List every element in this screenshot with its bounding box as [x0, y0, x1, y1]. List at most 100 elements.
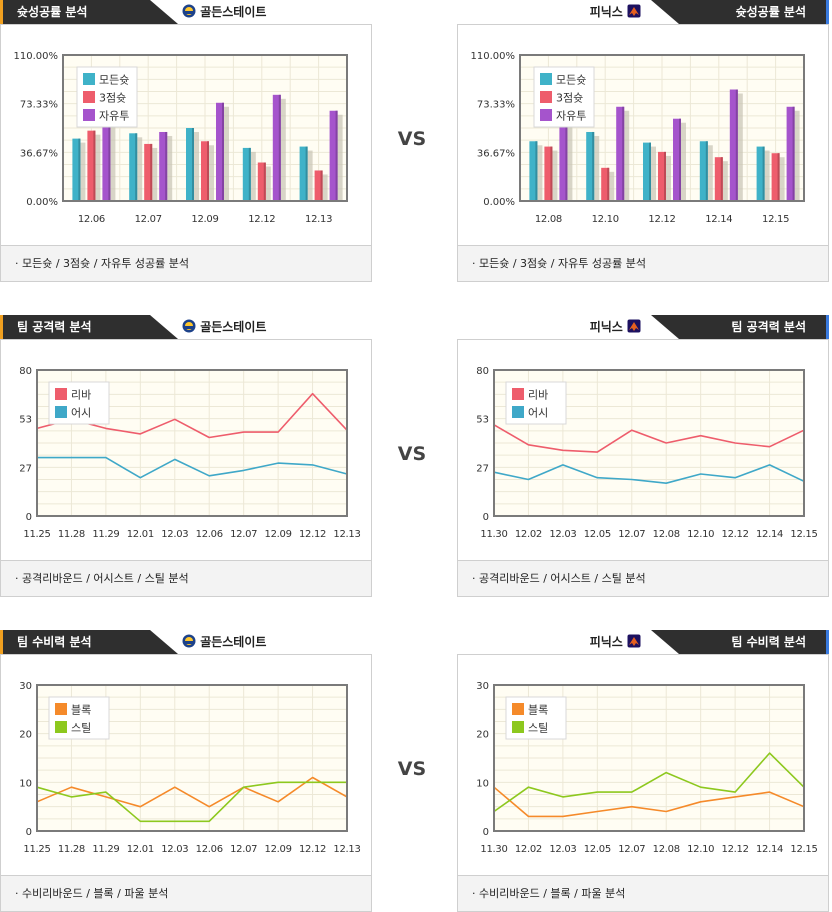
y-tick-label: 53: [476, 415, 489, 426]
team-name: 피닉스: [590, 630, 641, 654]
bar: [586, 131, 595, 201]
vs-label: VS: [397, 758, 427, 780]
panel-header: 슛성공률 분석 골든스테이트: [0, 0, 372, 24]
bar: [272, 94, 281, 201]
bar: [242, 147, 251, 201]
bar: [714, 157, 723, 201]
phoenix-logo-icon: [627, 319, 641, 333]
panel-header: 팀 수비력 분석 골든스테이트: [0, 630, 372, 654]
panel-footer: · 모든슛 / 3점슛 / 자유투 성공률 분석: [457, 246, 829, 282]
bar-edge: [649, 142, 651, 201]
y-tick-label: 30: [19, 681, 32, 692]
bar-edge: [108, 117, 111, 201]
x-tick-label: 12.09: [265, 529, 292, 540]
y-tick-label: 36.67%: [20, 148, 58, 159]
bar-shadow: [567, 121, 573, 201]
panel-header: 피닉스 슛성공률 분석: [457, 0, 829, 24]
y-tick-label: 73.33%: [477, 100, 515, 111]
bar-shadow: [95, 134, 101, 201]
panel-footer: · 수비리바운드 / 블록 / 파울 분석: [457, 876, 829, 912]
plot-frame: [493, 684, 805, 832]
team-name: 골든스테이트: [182, 315, 266, 339]
bar-shadow: [322, 174, 328, 201]
x-tick-label: 12.03: [549, 529, 576, 540]
bar: [699, 141, 708, 201]
x-tick-label: 12.09: [265, 844, 292, 855]
series-line: [36, 781, 347, 823]
bar: [159, 131, 168, 201]
panel-footer: · 모든슛 / 3점슛 / 자유투 성공률 분석: [0, 246, 372, 282]
x-tick-label: 12.03: [161, 529, 188, 540]
legend-label: 어시: [528, 407, 548, 420]
panel-footer: · 수비리바운드 / 블록 / 파울 분석: [0, 876, 372, 912]
bar: [329, 110, 338, 201]
bar-edge: [150, 143, 153, 201]
bar-shadow: [152, 147, 158, 201]
y-tick-label: 10: [19, 778, 32, 789]
bar-shadow: [167, 135, 173, 201]
legend-swatch: [55, 388, 67, 400]
legend-label: 리바: [528, 389, 548, 402]
y-tick-label: 110.00%: [471, 51, 516, 62]
bar: [601, 167, 610, 201]
bar-edge: [263, 162, 266, 201]
phx-offense-panel: 피닉스 팀 공격력 분석 0 27 53 80 11.30 12.02 12.03 12.05…: [457, 315, 829, 597]
legend-label: 자유투: [99, 110, 129, 123]
legend-swatch: [55, 721, 67, 733]
x-tick-label: 11.28: [58, 844, 85, 855]
y-tick-label: 30: [476, 681, 489, 692]
x-tick-label: 11.29: [92, 844, 119, 855]
legend-label: 어시: [71, 407, 91, 420]
x-tick-label: 12.10: [687, 844, 714, 855]
x-tick-label: 12.12: [648, 214, 675, 225]
x-tick-label: 12.07: [230, 844, 257, 855]
x-tick-label: 12.07: [135, 214, 162, 225]
x-tick-label: 11.29: [92, 529, 119, 540]
bar-shadow: [80, 142, 86, 201]
legend-label: 블록: [528, 704, 548, 717]
bar-edge: [792, 106, 795, 201]
bar: [729, 89, 738, 201]
y-tick-label: 27: [19, 463, 32, 474]
series-line: [37, 456, 348, 479]
bar-shadow: [722, 161, 728, 201]
legend-label: 3점슛: [556, 92, 583, 105]
x-tick-label: 12.12: [248, 214, 275, 225]
panel-header: 피닉스 팀 공격력 분석: [457, 315, 829, 339]
bar-edge: [735, 89, 738, 201]
bar: [186, 128, 194, 201]
bar-edge: [592, 131, 595, 201]
y-tick-label: 53: [19, 415, 32, 426]
panel-header: 팀 공격력 분석 골든스테이트: [0, 315, 372, 339]
bar: [129, 133, 138, 201]
bar-shadow: [666, 155, 671, 201]
x-tick-label: 12.12: [299, 844, 326, 855]
legend-swatch: [55, 703, 67, 715]
x-tick-label: 12.07: [618, 844, 645, 855]
bar-shadow: [609, 171, 615, 201]
section-title: 팀 수비력 분석: [0, 630, 178, 654]
section-title: 슛성공률 분석: [651, 0, 829, 24]
x-tick-label: 12.06: [196, 529, 223, 540]
bar: [786, 106, 795, 201]
bar-shadow: [224, 106, 229, 201]
x-tick-label: 12.05: [584, 529, 611, 540]
bar: [72, 138, 81, 201]
section-title: 팀 수비력 분석: [651, 630, 829, 654]
series-line: [36, 776, 348, 808]
x-tick-label: 12.05: [584, 844, 611, 855]
gsw-defense-panel: 팀 수비력 분석 골든스테이트 0 10 20 30 11.25 11.28 11.29 12…: [0, 630, 372, 912]
bar: [144, 143, 153, 201]
plot-frame: [36, 684, 348, 832]
x-tick-label: 12.13: [305, 214, 332, 225]
x-tick-label: 12.13: [333, 844, 360, 855]
series-line: [493, 464, 805, 484]
bar-shadow: [779, 157, 785, 201]
chart-phx-offense: 0 27 53 80 11.30 12.02 12.03 12.05 12.07 12.08 12.…: [476, 366, 818, 540]
bar-shadow: [537, 145, 543, 201]
legend-swatch: [83, 91, 95, 103]
y-tick-label: 27: [476, 463, 489, 474]
bar-edge: [777, 153, 780, 201]
bar-edge: [278, 94, 281, 201]
legend-label: 모든슛: [99, 74, 129, 87]
